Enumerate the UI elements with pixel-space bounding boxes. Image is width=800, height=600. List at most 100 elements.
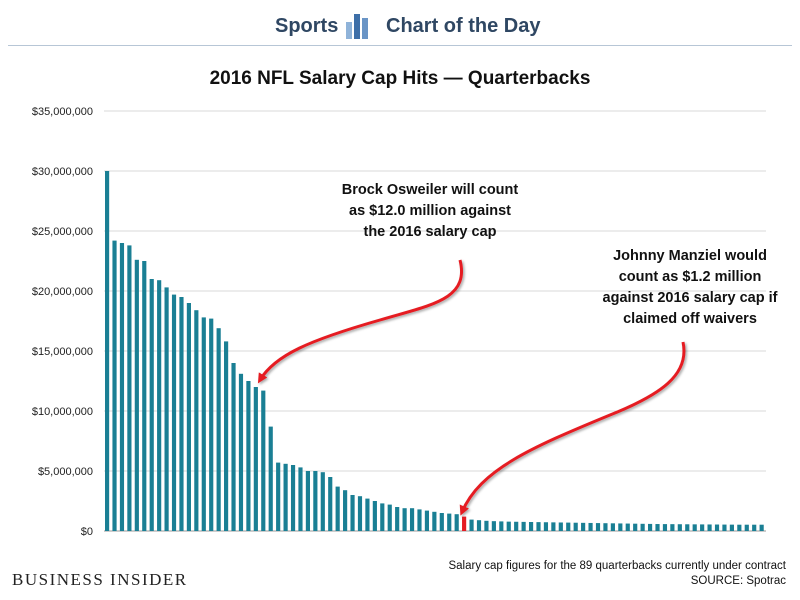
bar: [752, 524, 757, 531]
bar: [424, 510, 430, 531]
bar: [685, 524, 690, 531]
bar: [491, 521, 496, 531]
y-tick-label: $25,000,000: [32, 226, 93, 238]
bar: [343, 490, 348, 531]
bar: [618, 523, 623, 531]
bar: [290, 465, 296, 531]
y-tick-label: $35,000,000: [32, 106, 93, 118]
bar: [164, 287, 169, 531]
bar: [417, 509, 422, 531]
gridlines: [104, 110, 766, 532]
footer-source: SOURCE: Spotrac: [690, 575, 786, 587]
bar: [149, 279, 154, 531]
bar: [320, 472, 325, 531]
bar: [409, 508, 415, 531]
y-tick-label: $20,000,000: [32, 286, 93, 298]
bar: [692, 524, 697, 531]
bar: [558, 522, 563, 531]
bar: [335, 486, 340, 531]
bar: [216, 328, 221, 531]
osweiler-annotation-line: Brock Osweiler will count: [341, 182, 519, 198]
footer-note-text: Salary cap figures for the 89 quarterbac…: [448, 560, 786, 572]
bar: [603, 523, 608, 531]
bar: [662, 524, 668, 531]
bar: [194, 310, 199, 531]
bar: [536, 522, 541, 531]
bar: [387, 504, 392, 531]
bar: [610, 523, 615, 531]
bar: [246, 381, 251, 531]
chart-title: 2016 NFL Salary Cap Hits — Quarterbacks: [209, 68, 591, 89]
bar: [105, 171, 110, 531]
y-tick-label: $5,000,000: [38, 466, 93, 478]
bar: [350, 495, 355, 531]
bar: [209, 318, 214, 531]
header-chart-of-the-day-label: Chart of the Day: [386, 15, 541, 37]
bar: [454, 514, 459, 531]
bar: [157, 280, 162, 531]
bar: [714, 524, 720, 531]
bar: [171, 294, 177, 531]
manziel-annotation-line: against 2016 salary cap if: [602, 290, 778, 306]
manziel-annotation-line: claimed off waivers: [623, 311, 757, 327]
y-tick-label: $10,000,000: [32, 406, 93, 418]
bar: [484, 520, 489, 531]
bar: [127, 245, 132, 531]
header-sports-label: Sports: [275, 15, 339, 37]
bar: [469, 519, 474, 531]
chart-of-the-day-header: Sports Chart of the Day: [0, 0, 800, 46]
bar: [588, 522, 593, 531]
osweiler-annotation-line: as $12.0 million against: [349, 203, 511, 219]
bar: [298, 467, 303, 531]
bar: [566, 522, 571, 531]
bar: [514, 521, 519, 531]
highlighted-bar-manziel: [462, 516, 467, 531]
bar: [744, 524, 749, 531]
osweiler-annotation-line: the 2016 salary cap: [363, 224, 497, 240]
bar: [670, 524, 675, 531]
bar: [231, 363, 236, 531]
bar: [402, 508, 407, 531]
bar: [655, 524, 660, 531]
bar: [700, 524, 705, 531]
bar: [201, 317, 206, 531]
bar: [186, 303, 191, 531]
bar: [595, 523, 601, 531]
bar: [134, 259, 139, 531]
bar: [365, 498, 370, 531]
bar: [640, 523, 645, 531]
bar: [119, 243, 125, 531]
bar: [633, 523, 638, 531]
y-axis-ticks: $0 $5,000,000 $10,000,000 $15,000,000 $20,00…: [32, 106, 93, 538]
bar: [737, 524, 742, 531]
bar: [573, 522, 578, 531]
bar: [499, 521, 504, 531]
bar: [528, 522, 534, 531]
manziel-arrow: [459, 341, 686, 516]
bar: [357, 496, 363, 531]
bar: [707, 524, 712, 531]
bar: [759, 524, 764, 531]
bar: [439, 513, 444, 531]
bar: [112, 240, 117, 531]
bar: [722, 524, 727, 531]
bar: [581, 522, 586, 531]
bar: [179, 297, 184, 531]
header-divider: [8, 45, 792, 46]
bar: [729, 524, 734, 531]
bar: [395, 507, 400, 531]
osweiler-arrow: [257, 259, 463, 384]
bar: [647, 523, 653, 531]
bars: [105, 171, 764, 531]
bar: [276, 462, 281, 531]
bar: [261, 390, 266, 531]
manziel-annotation-line: Johnny Manziel would: [613, 248, 767, 264]
manziel-annotation: Johnny Manziel would count as $1.2 milli…: [595, 246, 785, 330]
bar: [142, 261, 147, 531]
bar: [224, 341, 229, 531]
bar: [476, 520, 482, 531]
manziel-annotation-line: count as $1.2 million: [618, 269, 762, 285]
bar: [625, 523, 630, 531]
bar: [447, 513, 452, 531]
